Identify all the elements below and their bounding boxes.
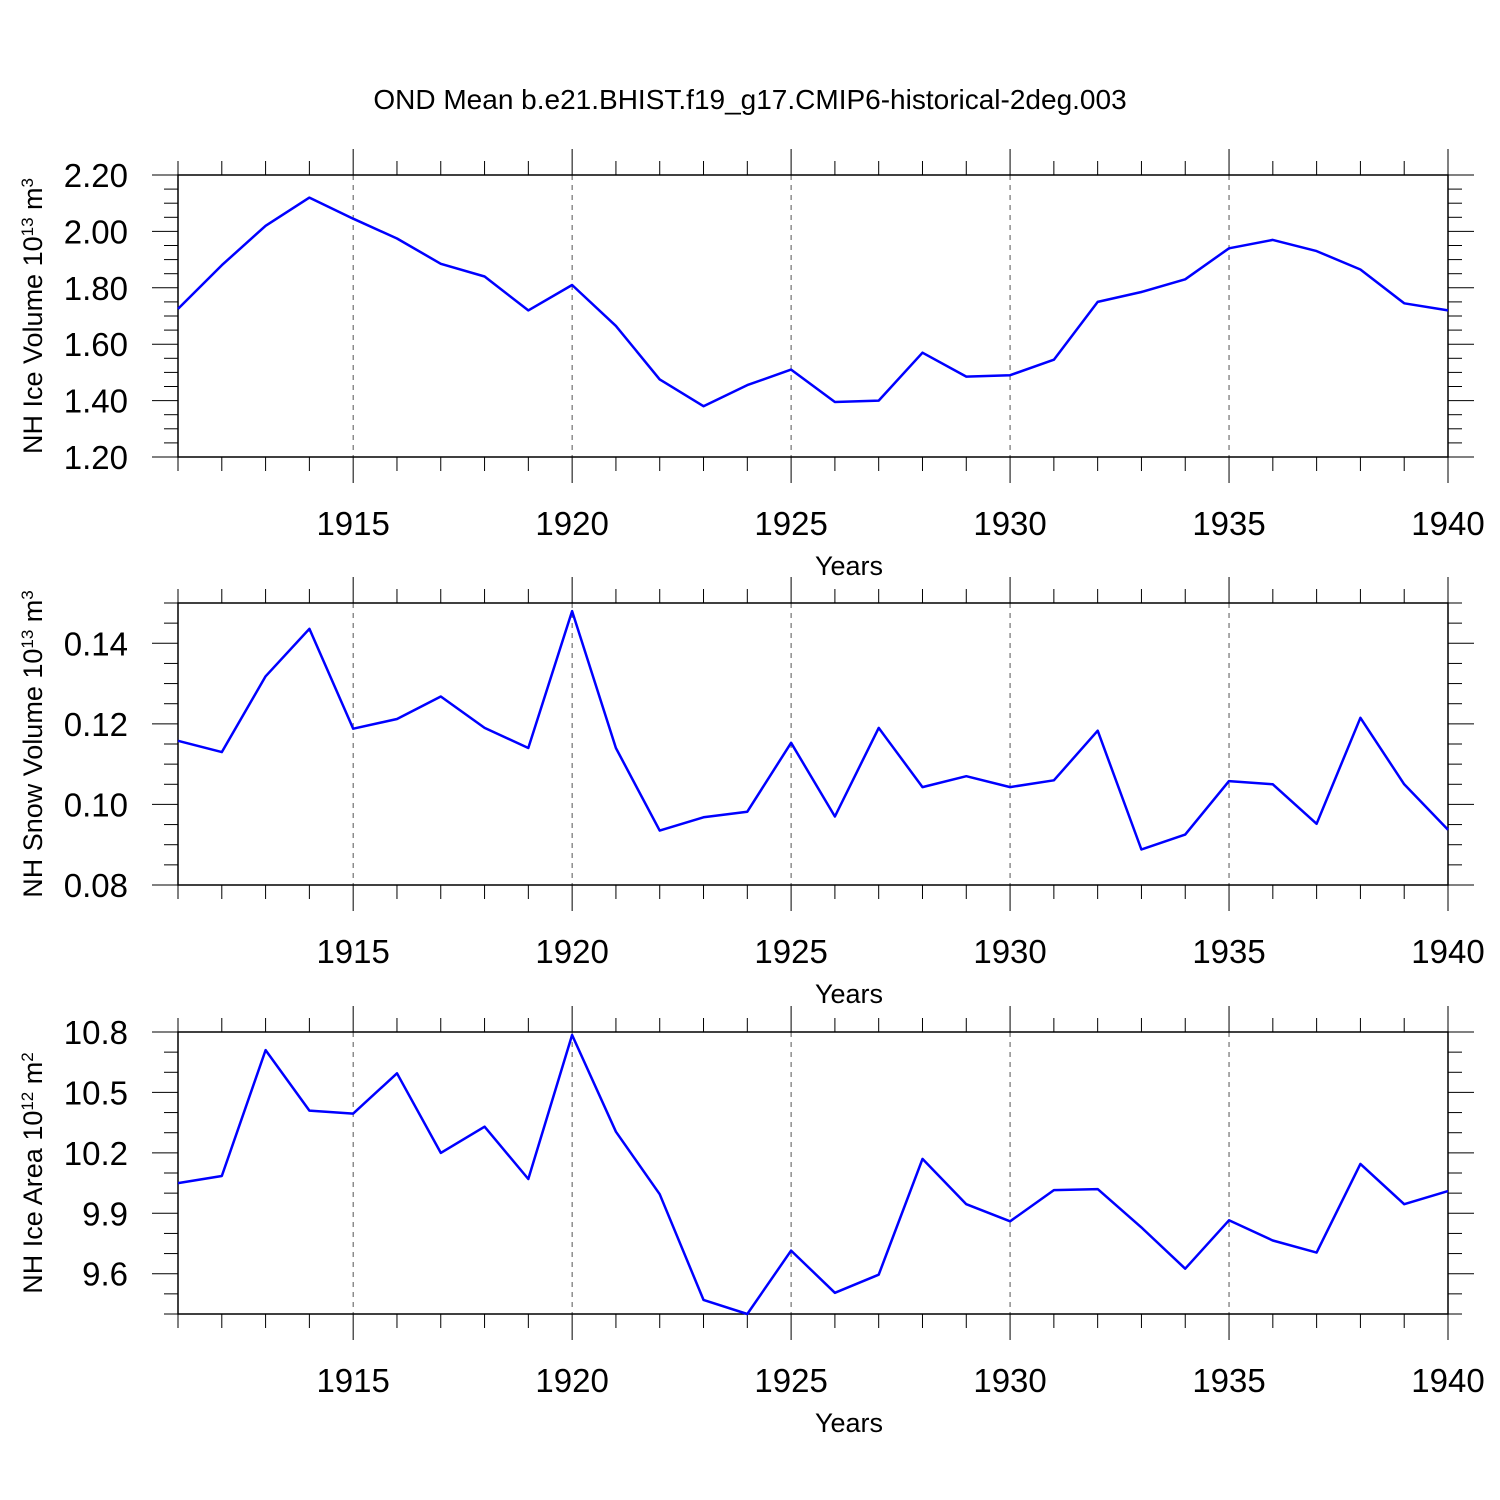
panel-ice-area: 9.6 9.9 10.2 10.5 10.8 1915 1920 1925 1930 1935 19… (18, 1006, 1485, 1438)
y-tick-label: 10.2 (64, 1135, 128, 1172)
x-tick-label: 1940 (1411, 933, 1484, 970)
x-tick-label: 1920 (535, 505, 608, 542)
x-tick-label: 1915 (316, 1362, 389, 1399)
y-tick-label: 10.8 (64, 1014, 128, 1051)
plot-frame (177, 602, 1449, 886)
y-tick-label: 0.08 (64, 867, 128, 904)
x-tick-label: 1930 (973, 1362, 1046, 1399)
series-line (177, 196, 1449, 408)
panel-ice-volume: 1.20 1.40 1.60 1.80 2.00 2.20 1915 1920 1925 1930… (18, 149, 1485, 581)
x-tick-label: 1915 (316, 505, 389, 542)
x-tick-label: 1935 (1192, 505, 1265, 542)
x-tick-label: 1920 (535, 1362, 608, 1399)
y-tick-label: 0.14 (64, 625, 128, 662)
series-line (177, 609, 1449, 851)
x-tick-label: 1925 (754, 505, 827, 542)
y-tick-label: 9.9 (82, 1195, 128, 1232)
y-tick-label: 10.5 (64, 1074, 128, 1111)
y-tick-label: 0.12 (64, 706, 128, 743)
y-tick-label: 1.20 (64, 439, 128, 476)
y-axis-title: NH Snow Volume 1013 m3 (18, 590, 49, 898)
y-tick-label: 1.40 (64, 383, 128, 420)
x-tick-label: 1940 (1411, 505, 1484, 542)
x-tick-label: 1930 (973, 505, 1046, 542)
y-axis-title: NH Ice Area 1012 m2 (18, 1052, 49, 1293)
y-tick-label: 9.6 (82, 1256, 128, 1293)
y-tick-label: 0.10 (64, 786, 128, 823)
x-tick-label: 1920 (535, 933, 608, 970)
x-tick-label: 1940 (1411, 1362, 1484, 1399)
y-tick-label: 2.00 (64, 213, 128, 250)
x-tick-label: 1925 (754, 933, 827, 970)
series-line (177, 1033, 1449, 1316)
y-axis-title: NH Ice Volume 1013 m3 (18, 178, 49, 454)
x-tick-label: 1935 (1192, 933, 1265, 970)
y-tick-label: 1.60 (64, 326, 128, 363)
x-tick-label: 1915 (316, 933, 389, 970)
x-axis-title: Years (815, 1408, 883, 1438)
x-axis-title: Years (815, 979, 883, 1009)
x-tick-label: 1925 (754, 1362, 827, 1399)
y-tick-label: 1.80 (64, 270, 128, 307)
x-tick-label: 1930 (973, 933, 1046, 970)
panel-snow-volume: 0.08 0.10 0.12 0.14 1915 1920 1925 1930 1935 1940… (18, 577, 1485, 1009)
x-axis-title: Years (815, 551, 883, 581)
x-tick-label: 1935 (1192, 1362, 1265, 1399)
plot-frame (177, 174, 1449, 458)
y-tick-label: 2.20 (64, 157, 128, 194)
page-title: OND Mean b.e21.BHIST.f19_g17.CMIP6-histo… (373, 84, 1127, 115)
